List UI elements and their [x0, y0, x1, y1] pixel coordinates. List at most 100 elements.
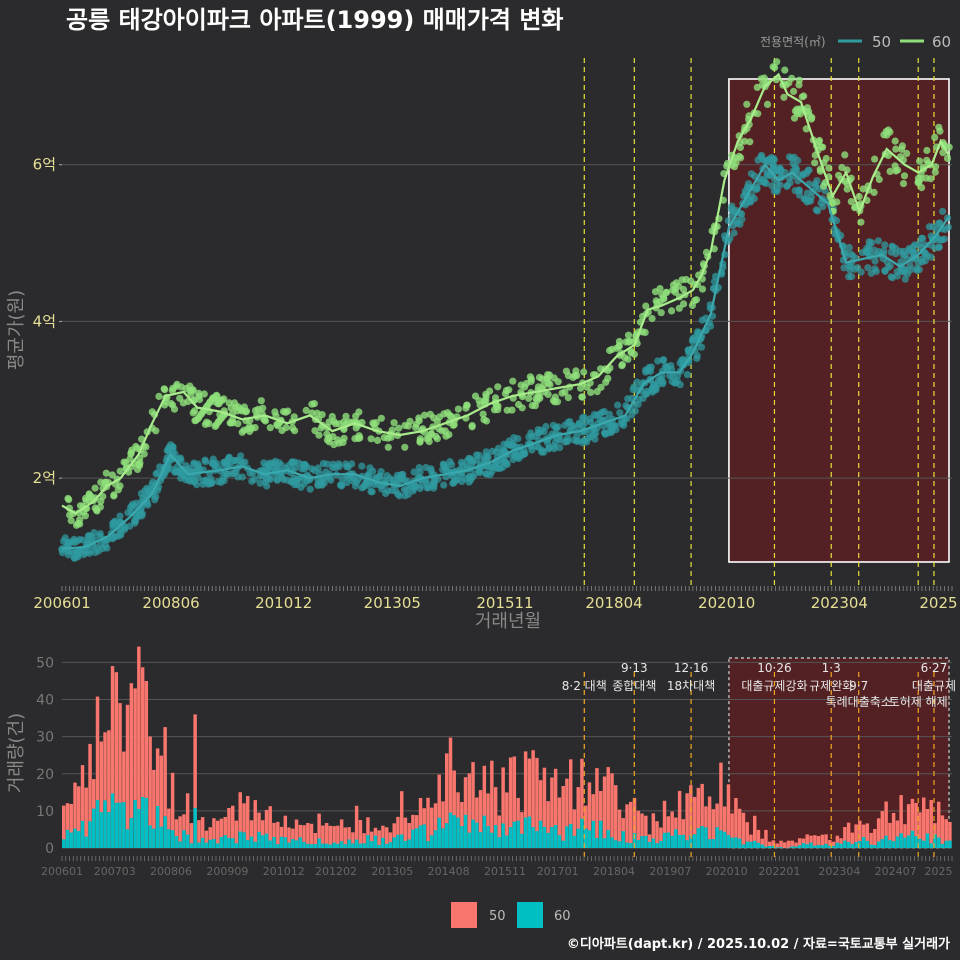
volume-bar-50 — [760, 838, 764, 848]
volume-bar-50 — [261, 820, 265, 848]
volume-bar-50 — [185, 793, 190, 848]
data-point-60 — [468, 422, 476, 430]
data-point-50 — [109, 519, 117, 527]
volume-bar-60 — [617, 841, 622, 848]
volume-bar-60 — [903, 837, 907, 848]
data-point-50 — [116, 512, 124, 520]
volume-x-tick-label: 202201 — [758, 865, 800, 878]
volume-bar-50 — [155, 748, 160, 848]
volume-bar-50 — [557, 797, 562, 848]
volume-bar-50 — [520, 812, 524, 848]
data-point-60 — [698, 285, 707, 293]
volume-bar-50 — [231, 805, 235, 848]
volume-bar-50 — [291, 828, 295, 848]
volume-bar-50 — [313, 833, 318, 848]
data-point-60 — [515, 400, 523, 409]
data-point-50 — [658, 372, 666, 380]
data-point-50 — [864, 264, 872, 272]
volume-x-tick-label: 201804 — [593, 865, 635, 878]
volume-bar-50 — [193, 714, 197, 848]
data-point-60 — [886, 167, 894, 175]
volume-bar-50 — [354, 805, 359, 848]
volume-bar-60 — [602, 838, 607, 848]
volume-bar-60 — [392, 837, 396, 848]
volume-bar-50 — [692, 796, 697, 848]
volume-bar-60 — [216, 843, 220, 848]
data-point-60 — [482, 390, 490, 398]
volume-bar-60 — [933, 834, 937, 848]
volume-bar-50 — [538, 780, 543, 848]
volume-bar-50 — [208, 827, 212, 848]
volume-bar-50 — [824, 834, 828, 848]
volume-bar-50 — [929, 800, 933, 848]
volume-bar-60 — [722, 831, 727, 848]
data-point-50 — [616, 409, 624, 417]
volume-bar-60 — [231, 838, 235, 848]
volume-x-tick-label: 201305 — [371, 865, 413, 878]
volume-bar-50 — [798, 838, 802, 848]
volume-bar-60 — [264, 833, 269, 848]
volume-x-tick-label: 2025 — [924, 865, 952, 878]
volume-bar-60 — [662, 832, 667, 848]
data-point-50 — [90, 529, 98, 537]
volume-bar-50 — [339, 819, 344, 848]
volume-bar-50 — [110, 666, 115, 848]
data-point-60 — [730, 163, 739, 171]
data-point-50 — [499, 463, 507, 471]
data-point-60 — [935, 123, 943, 131]
data-point-50 — [935, 243, 943, 251]
data-point-50 — [807, 193, 816, 201]
data-point-60 — [81, 512, 89, 520]
volume-bar-50 — [895, 820, 900, 848]
volume-bar-50 — [445, 753, 449, 848]
data-point-50 — [293, 477, 301, 485]
volume-bar-50 — [99, 741, 104, 848]
volume-bar-60 — [824, 843, 828, 848]
data-point-60 — [401, 443, 409, 451]
volume-bar-50 — [805, 834, 809, 848]
volume-bar-50 — [550, 777, 554, 848]
volume-bar-60 — [385, 843, 389, 848]
volume-bar-60 — [550, 827, 554, 848]
data-point-50 — [614, 401, 622, 409]
data-point-60 — [290, 413, 298, 421]
volume-bar-50 — [655, 821, 659, 848]
volume-bar-50 — [107, 730, 111, 848]
data-point-60 — [544, 379, 553, 387]
data-point-60 — [702, 248, 711, 256]
data-point-50 — [167, 441, 175, 449]
volume-bar-60 — [302, 841, 306, 848]
x-tick-label: 200806 — [142, 594, 199, 612]
volume-bar-60 — [711, 839, 716, 848]
volume-bar-60 — [321, 843, 325, 848]
data-point-60 — [279, 408, 288, 416]
data-point-60 — [427, 429, 436, 438]
volume-bar-60 — [482, 815, 487, 848]
volume-bar-60 — [843, 840, 847, 848]
data-point-50 — [909, 249, 917, 257]
volume-bar-60 — [347, 839, 351, 848]
volume-bar-60 — [553, 825, 558, 848]
volume-bar-50 — [200, 817, 205, 848]
volume-bar-60 — [332, 842, 336, 848]
data-point-50 — [728, 202, 736, 210]
volume-bar-50 — [843, 827, 847, 848]
data-point-60 — [421, 411, 429, 419]
data-point-60 — [315, 431, 323, 439]
volume-bar-50 — [794, 842, 798, 848]
price-plot: 2억 4억 6억 200601 200806 201012 201305 201511 2018… — [6, 58, 958, 632]
volume-bar-50 — [880, 811, 885, 848]
volume-bar-60 — [354, 839, 359, 848]
data-point-60 — [900, 172, 909, 180]
volume-bar-60 — [940, 843, 945, 848]
data-point-60 — [390, 419, 398, 427]
volume-bar-60 — [400, 834, 404, 848]
volume-bar-50 — [768, 841, 772, 848]
volume-bar-50 — [906, 804, 911, 848]
volume-bar-50 — [306, 823, 310, 848]
x-tick-label: 201305 — [364, 594, 421, 612]
volume-bar-50 — [918, 812, 922, 848]
data-point-50 — [674, 371, 682, 380]
volume-bar-60 — [527, 816, 532, 848]
volume-bar-60 — [659, 840, 663, 848]
